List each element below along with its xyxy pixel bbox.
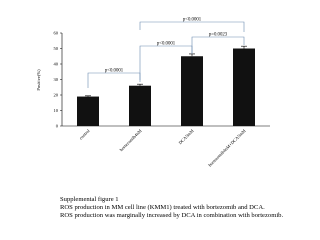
x-tick-label: bortezomib4nM: [119, 128, 143, 152]
y-tick-label: 60: [54, 31, 59, 36]
significance-label: p<0.0001: [105, 69, 124, 74]
error-bar: [137, 83, 143, 86]
bar: [129, 85, 151, 126]
x-tick-label: bortezomib4nM+DCA5mM: [207, 128, 246, 167]
x-tick-label: DCA5mM: [178, 128, 195, 145]
y-tick-label: 20: [54, 93, 59, 98]
bar: [233, 48, 255, 126]
caption-title: Supplemental figure 1: [60, 196, 119, 203]
caption-line: ROS production was marginally increased …: [60, 212, 284, 219]
chart: Positive(%) 0 10 20 30 40 50 60 control bortezom…: [36, 18, 270, 168]
significance-label: p=0.0023: [209, 33, 228, 38]
significance-bracket: [191, 36, 245, 53]
y-tick-label: 40: [54, 62, 59, 67]
y-tick-label: 0: [56, 124, 59, 129]
x-tick-label: control: [78, 128, 91, 141]
error-bar: [85, 95, 91, 97]
error-bar: [241, 45, 247, 49]
significance-bracket: [139, 21, 245, 32]
caption-line: ROS production in MM cell line (KMM1) tr…: [60, 204, 265, 211]
y-tick-label: 10: [54, 108, 59, 113]
y-tick-label: 30: [54, 77, 59, 82]
significance-label: p<0.0001: [183, 18, 202, 23]
bar: [181, 56, 203, 126]
significance-label: p<0.0001: [157, 42, 176, 47]
y-tick-label: 50: [54, 46, 59, 51]
y-axis-label: Positive(%): [36, 69, 41, 91]
error-bar: [189, 53, 195, 57]
bar: [77, 96, 99, 126]
